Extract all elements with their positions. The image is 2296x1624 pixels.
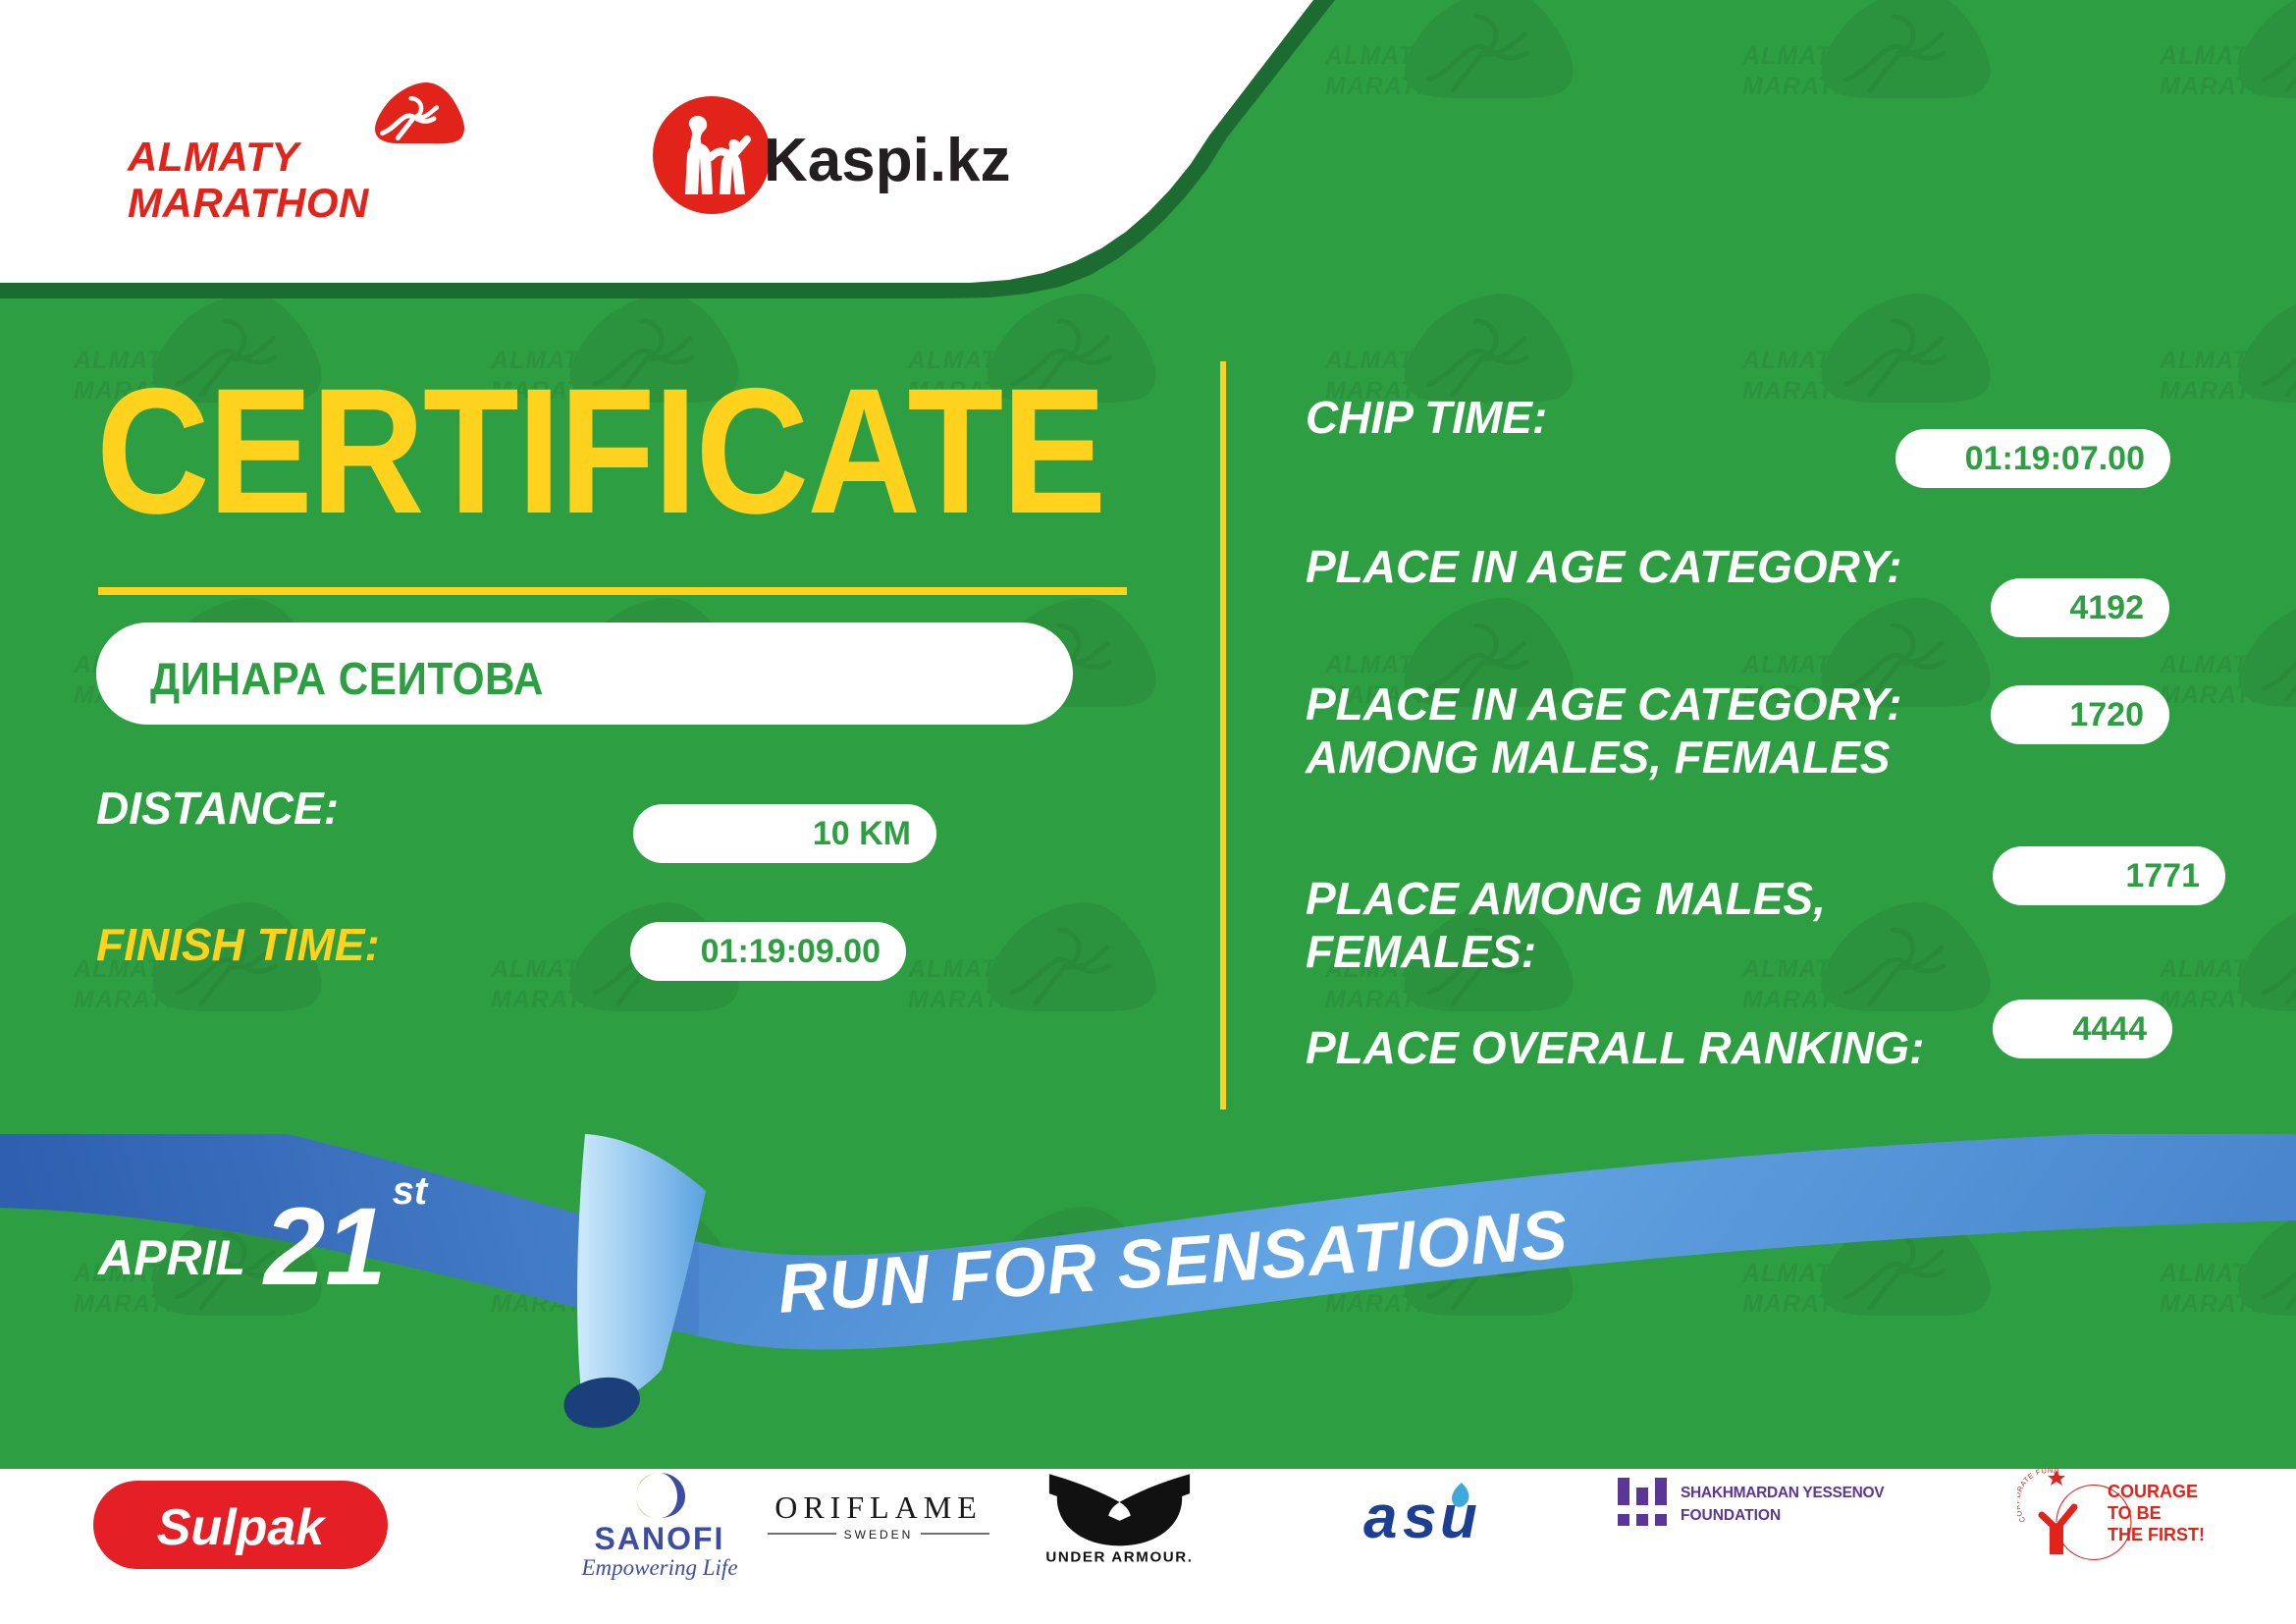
svg-text:UNDER ARMOUR.: UNDER ARMOUR.	[1045, 1548, 1193, 1565]
svg-text:SWEDEN: SWEDEN	[844, 1528, 914, 1542]
svg-text:a: a	[1363, 1484, 1397, 1551]
svg-text:THE FIRST!: THE FIRST!	[2108, 1525, 2205, 1544]
svg-text:ORIFLAME: ORIFLAME	[774, 1489, 983, 1525]
svg-text:TO BE: TO BE	[2108, 1503, 2162, 1523]
svg-text:Sulpak: Sulpak	[157, 1499, 328, 1556]
svg-text:COURAGE: COURAGE	[2108, 1482, 2198, 1501]
svg-text:SANOFI: SANOFI	[595, 1521, 725, 1556]
svg-text:FOUNDATION: FOUNDATION	[1681, 1507, 1781, 1524]
svg-text:SHAKHMARDAN YESSENOV: SHAKHMARDAN YESSENOV	[1681, 1485, 1885, 1501]
svg-text:Empowering Life: Empowering Life	[580, 1555, 737, 1580]
svg-text:s: s	[1403, 1484, 1436, 1551]
